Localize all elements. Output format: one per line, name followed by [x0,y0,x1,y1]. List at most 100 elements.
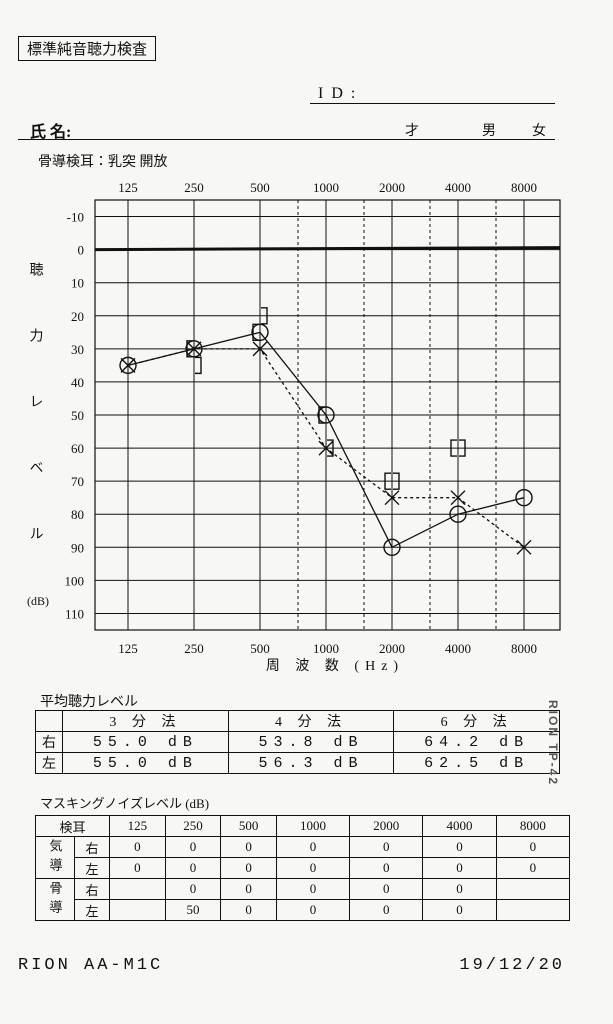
marker-circle [185,340,203,358]
y-tick-label: -10 [67,210,84,225]
y-tick-label: 50 [71,408,84,423]
reference-line [94,246,561,252]
marker-bracket-left [384,472,391,490]
y-tick-label: 10 [71,276,84,291]
method-header: 3 分 法 [62,710,229,732]
masking-value [109,899,166,921]
masking-value: 0 [275,836,351,858]
x-tick-label-top: 250 [184,180,204,195]
ear-label: 右 [35,731,63,753]
marker-circle [515,488,533,507]
id-label: ID: [318,85,364,102]
x-tick-label: 500 [250,641,270,656]
frequency-header: 8000 [495,815,571,837]
marker-bracket-left [186,340,193,358]
masking-value: 0 [275,857,351,879]
x-tick-label: 8000 [511,641,537,656]
form-title: 標準純音聴力検査 [18,36,157,61]
frequency-header: 2000 [349,815,424,837]
y-tick-label: 100 [65,573,85,588]
average-title: 平均聴力レベル [40,695,138,710]
ear-header: 検耳 [35,815,110,837]
masking-value: 0 [422,878,497,900]
masking-value: 0 [164,857,222,879]
ear-label: 左 [35,752,63,774]
ear-label: 右 [74,836,110,858]
x-tick-label-top: 4000 [445,180,471,195]
y-tick-label: 80 [71,507,84,522]
y-tick-label: 110 [65,606,84,621]
conduction-label: 骨導 [35,878,75,921]
masking-value [109,878,166,900]
average-value: 62.5 dB [393,752,560,774]
y-axis-unit: (dB) [27,594,49,608]
marker-bracket-right [327,439,334,457]
masking-value: 0 [422,836,497,858]
table-row: 右 55.0 dB 53.8 dB 64.2 dB [35,731,560,753]
masking-value [495,899,571,921]
side-print: RION TP-42 [546,700,560,787]
y-tick-label: 0 [78,243,85,258]
marker-circle [119,356,137,375]
x-axis-label: 周 波 数 (Hz) [266,658,404,674]
masking-value: 0 [220,857,277,879]
masking-value: 0 [495,836,571,858]
name-label: 氏 名: [30,124,72,141]
method-header: 4 分 法 [227,710,395,732]
y-tick-label: 90 [71,540,84,555]
male-label: 男 [482,124,496,139]
masking-value: 0 [422,899,497,921]
masking-value: 0 [349,878,424,900]
masking-value: 0 [220,899,277,921]
marker-cross [186,341,202,357]
masking-value: 0 [164,836,222,858]
masking-value: 0 [349,836,424,858]
average-value: 53.8 dB [227,731,395,753]
masking-value: 0 [495,857,571,879]
average-value: 55.0 dB [62,731,229,753]
x-tick-label-top: 8000 [511,180,537,195]
table-row: 左 55.0 dB 56.3 dB 62.5 dB [35,752,560,774]
ear-label: 右 [74,878,110,900]
x-tick-label-top: 2000 [379,180,405,195]
masking-value: 0 [349,899,424,921]
masking-value: 0 [220,878,277,900]
x-tick-label: 250 [184,641,204,656]
x-tick-label-top: 125 [118,180,138,195]
masking-value: 0 [422,857,497,879]
x-tick-label: 2000 [379,641,405,656]
age-label: 才 [405,124,419,139]
corner-cell [35,710,63,732]
masking-value: 0 [109,857,166,879]
marker-bracket-right [459,439,466,457]
y-tick-label: 20 [71,309,84,324]
masking-value: 0 [164,878,222,900]
masking-value: 0 [349,857,424,879]
x-tick-label-top: 500 [250,180,270,195]
marker-circle [251,323,269,342]
frequency-header: 125 [109,815,166,837]
x-tick-label-top: 1000 [313,180,339,195]
marker-cross [450,490,466,506]
table-row: 左 50 0 0 0 0 [36,899,571,921]
marker-cross [318,440,334,456]
method-header: 6 分 法 [393,710,560,732]
masking-value [495,878,571,900]
frequency-header: 1000 [275,815,351,837]
y-tick-label: 70 [71,474,84,489]
frequency-header: 500 [220,815,277,837]
ear-label: 左 [74,899,110,921]
average-value: 64.2 dB [393,731,560,753]
marker-bracket-right [393,472,400,490]
marker-circle [449,505,467,523]
marker-bracket-right [261,307,268,325]
ear-label: 左 [74,857,110,879]
x-tick-label: 4000 [445,641,471,656]
y-tick-label: 60 [71,441,84,456]
marker-cross [516,539,532,555]
masking-value: 0 [109,836,166,858]
device-model: RION AA-M1C [18,956,164,975]
